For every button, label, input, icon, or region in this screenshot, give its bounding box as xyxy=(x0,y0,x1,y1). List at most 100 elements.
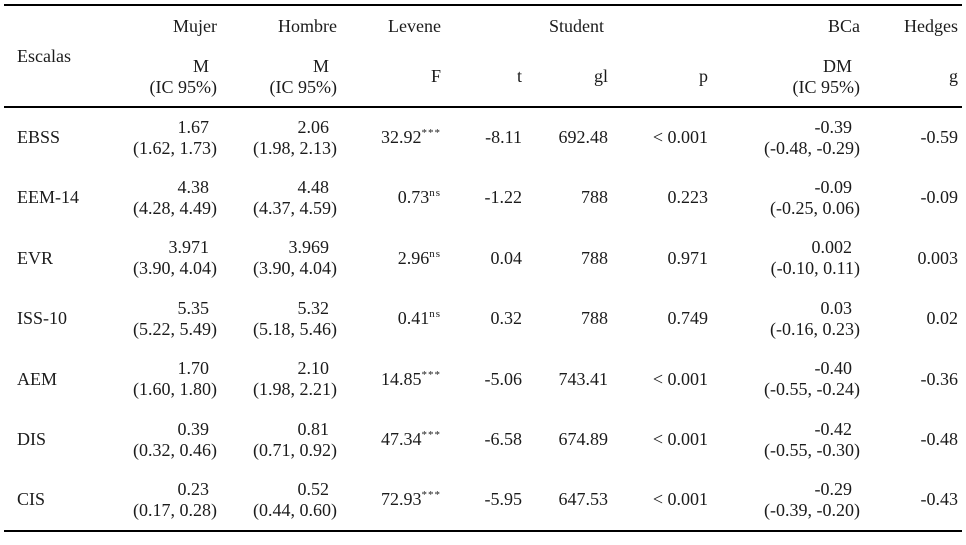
mean-difference-value: -0.39 xyxy=(814,116,853,137)
confidence-interval: (0.71, 0.92) xyxy=(253,439,337,460)
levene-f-cell: 72.93*** xyxy=(341,470,445,531)
student-t-cell: -6.58 xyxy=(484,429,523,450)
row-label-escala: EBSS xyxy=(17,127,61,148)
mean-value: 1.67 xyxy=(177,116,210,137)
row-label-escala: EEM-14 xyxy=(17,187,79,208)
group-header-mujer: Mujer xyxy=(173,16,217,36)
mean-difference-value: 0.03 xyxy=(820,297,853,318)
table-row: DIS 0.39 (0.32, 0.46) 0.81 (0.71, 0.92) … xyxy=(4,410,962,471)
mean-value: 3.971 xyxy=(168,237,210,258)
confidence-interval: (-0.55, -0.30) xyxy=(764,439,860,460)
confidence-interval: (1.62, 1.73) xyxy=(133,137,217,158)
mean-value: 2.10 xyxy=(297,358,330,379)
confidence-interval: (5.22, 5.49) xyxy=(133,318,217,339)
table-row: EEM-14 4.38 (4.28, 4.49) 4.48 (4.37, 4.5… xyxy=(4,168,962,229)
confidence-interval: (-0.48, -0.29) xyxy=(764,137,860,158)
table-body: EBSS 1.67 (1.62, 1.73) 2.06 (1.98, 2.13)… xyxy=(4,107,962,531)
hedges-g-cell: -0.59 xyxy=(920,127,959,148)
student-t-cell: 0.04 xyxy=(490,247,523,268)
group-header-bca: BCa xyxy=(827,16,860,36)
levene-f-cell: 0.41ns xyxy=(341,289,445,350)
mean-value: 0.39 xyxy=(177,418,210,439)
student-gl-cell: 674.89 xyxy=(558,429,609,450)
bca-dm-cell: -0.39 (-0.48, -0.29) xyxy=(712,107,864,168)
f-value: 0.41 xyxy=(397,308,430,329)
group-header-hedges: Hedges xyxy=(904,16,958,36)
student-p-cell: 0.749 xyxy=(667,308,709,329)
confidence-interval: (4.37, 4.59) xyxy=(253,197,337,218)
mujer-mean-cell: 0.23 (0.17, 0.28) xyxy=(110,470,221,531)
confidence-interval: (0.32, 0.46) xyxy=(133,439,217,460)
mujer-mean-cell: 3.971 (3.90, 4.04) xyxy=(110,228,221,289)
mean-difference-value: -0.09 xyxy=(814,176,853,197)
mujer-mean-cell: 4.38 (4.28, 4.49) xyxy=(110,168,221,229)
hedges-g-cell: -0.43 xyxy=(920,489,959,510)
student-p-cell: < 0.001 xyxy=(652,429,708,450)
hedges-g-cell: 0.02 xyxy=(926,308,959,329)
col-header-f: F xyxy=(341,47,445,108)
bca-dm-cell: -0.42 (-0.55, -0.30) xyxy=(712,410,864,471)
col-header-t: t xyxy=(445,47,526,108)
student-t-cell: -5.06 xyxy=(484,368,523,389)
group-header-hombre: Hombre xyxy=(278,16,337,36)
significance-marker: *** xyxy=(421,429,441,442)
confidence-interval: (5.18, 5.46) xyxy=(253,318,337,339)
table-row: AEM 1.70 (1.60, 1.80) 2.10 (1.98, 2.21) … xyxy=(4,349,962,410)
mean-difference-value: -0.42 xyxy=(814,418,853,439)
confidence-interval: (4.28, 4.49) xyxy=(133,197,217,218)
mujer-mean-cell: 1.70 (1.60, 1.80) xyxy=(110,349,221,410)
row-label-escala: ISS-10 xyxy=(17,308,68,329)
row-label-escala: EVR xyxy=(17,247,53,268)
hedges-g-cell: 0.003 xyxy=(917,247,959,268)
confidence-interval: (-0.39, -0.20) xyxy=(764,499,860,520)
header-ic95-label: (IC 95%) xyxy=(792,76,860,97)
significance-marker: ns xyxy=(429,247,441,260)
student-t-cell: -5.95 xyxy=(484,489,523,510)
confidence-interval: (-0.10, 0.11) xyxy=(770,258,860,279)
group-header-student: Student xyxy=(548,16,604,36)
student-p-cell: < 0.001 xyxy=(652,489,708,510)
hedges-g-cell: -0.48 xyxy=(920,429,959,450)
header-row-measures: M (IC 95%) M (IC 95%) F t gl p DM (IC 95… xyxy=(4,47,962,108)
col-header-g: g xyxy=(864,47,962,108)
f-value: 2.96 xyxy=(397,247,430,268)
f-value: 32.92 xyxy=(381,127,422,148)
bca-dm-cell: 0.002 (-0.10, 0.11) xyxy=(712,228,864,289)
header-dm-label: DM xyxy=(822,55,852,76)
col-header-p: p xyxy=(612,47,712,108)
significance-marker: ns xyxy=(429,187,441,200)
row-label-escala: DIS xyxy=(17,429,47,450)
levene-f-cell: 32.92*** xyxy=(341,107,445,168)
hombre-mean-cell: 2.06 (1.98, 2.13) xyxy=(221,107,341,168)
mean-value: 1.70 xyxy=(177,358,210,379)
hombre-mean-cell: 0.81 (0.71, 0.92) xyxy=(221,410,341,471)
mean-value: 5.32 xyxy=(297,297,330,318)
hombre-mean-cell: 4.48 (4.37, 4.59) xyxy=(221,168,341,229)
hombre-mean-cell: 0.52 (0.44, 0.60) xyxy=(221,470,341,531)
student-gl-cell: 743.41 xyxy=(558,368,609,389)
hedges-g-cell: -0.09 xyxy=(920,187,959,208)
student-p-cell: 0.971 xyxy=(667,247,709,268)
header-ic95-label: (IC 95%) xyxy=(269,76,337,97)
table-row: EVR 3.971 (3.90, 4.04) 3.969 (3.90, 4.04… xyxy=(4,228,962,289)
col-header-hombre-m: M (IC 95%) xyxy=(221,47,341,108)
mean-value: 4.38 xyxy=(177,176,210,197)
bca-dm-cell: -0.29 (-0.39, -0.20) xyxy=(712,470,864,531)
significance-marker: ns xyxy=(429,308,441,321)
col-header-escalas: Escalas xyxy=(4,5,110,108)
f-value: 72.93 xyxy=(381,489,422,510)
mean-value: 5.35 xyxy=(177,297,210,318)
mean-value: 3.969 xyxy=(288,237,330,258)
confidence-interval: (0.44, 0.60) xyxy=(253,499,337,520)
mujer-mean-cell: 5.35 (5.22, 5.49) xyxy=(110,289,221,350)
col-header-mujer-m: M (IC 95%) xyxy=(110,47,221,108)
mean-value: 0.23 xyxy=(177,478,210,499)
mean-value: 0.81 xyxy=(297,418,330,439)
significance-marker: *** xyxy=(421,127,441,140)
mujer-mean-cell: 0.39 (0.32, 0.46) xyxy=(110,410,221,471)
student-p-cell: < 0.001 xyxy=(652,127,708,148)
mujer-mean-cell: 1.67 (1.62, 1.73) xyxy=(110,107,221,168)
confidence-interval: (1.98, 2.13) xyxy=(253,137,337,158)
hombre-mean-cell: 2.10 (1.98, 2.21) xyxy=(221,349,341,410)
student-gl-cell: 647.53 xyxy=(558,489,609,510)
